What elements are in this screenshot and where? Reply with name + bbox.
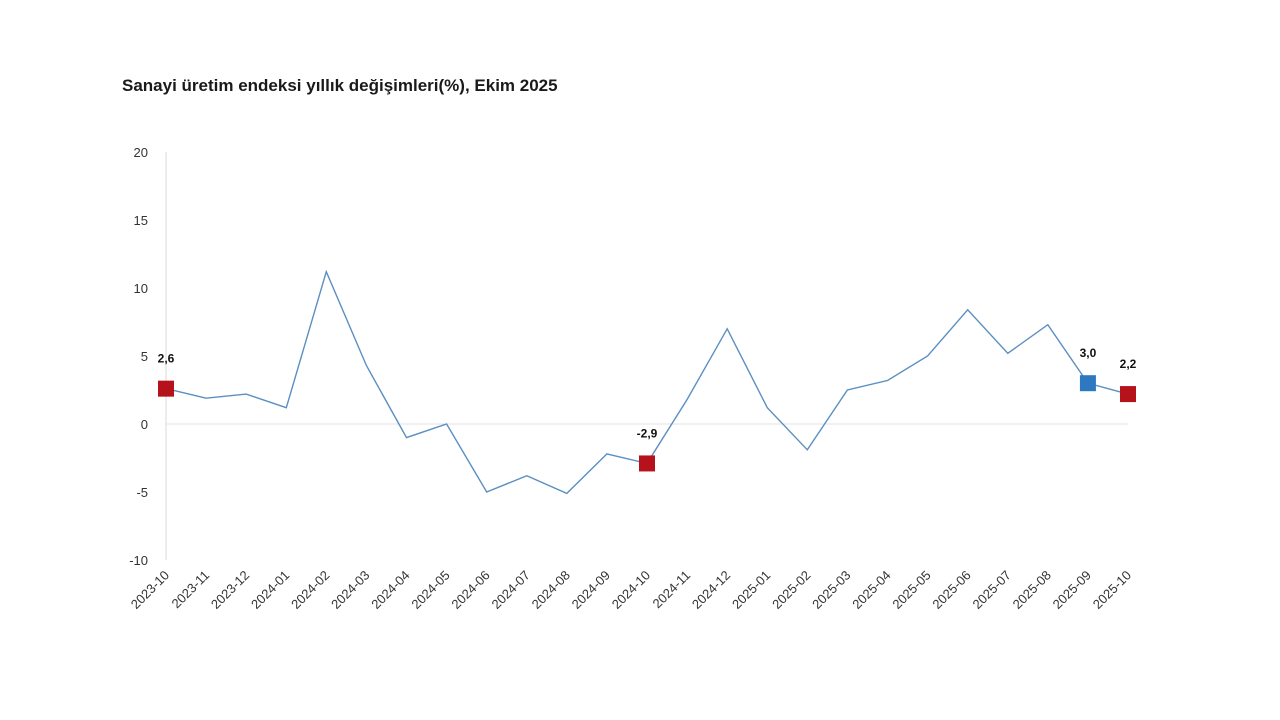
x-tick-label: 2025-08: [1010, 568, 1054, 612]
x-tick-label: 2023-11: [169, 568, 213, 612]
x-tick-label: 2024-08: [529, 568, 573, 612]
x-tick-label: 2024-02: [288, 568, 332, 612]
data-point-marker: [158, 380, 174, 397]
data-point-marker: [1120, 386, 1136, 403]
data-label: 3,0: [1080, 346, 1097, 360]
x-tick-label: 2025-06: [929, 568, 973, 612]
x-tick-label: 2023-10: [128, 568, 172, 612]
x-tick-label: 2024-03: [328, 568, 372, 612]
y-tick-label: -5: [136, 485, 148, 500]
y-tick-label: 15: [134, 213, 148, 228]
y-tick-label: 10: [134, 281, 148, 296]
x-tick-label: 2024-10: [609, 568, 653, 612]
y-tick-label: 20: [134, 145, 148, 160]
x-tick-label: 2024-12: [689, 568, 733, 612]
x-tick-label: 2024-05: [408, 568, 452, 612]
x-tick-label: 2024-09: [569, 568, 613, 612]
x-tick-label: 2024-11: [650, 568, 694, 612]
y-tick-label: 5: [141, 349, 148, 364]
data-label: -2,9: [637, 426, 658, 440]
x-tick-label: 2023-12: [208, 568, 252, 612]
y-tick-label: 0: [141, 417, 148, 432]
x-tick-label: 2024-07: [489, 568, 533, 612]
x-tick-label: 2024-01: [248, 568, 292, 612]
chart-title: Sanayi üretim endeksi yıllık değişimleri…: [122, 76, 558, 95]
x-tick-label: 2025-04: [849, 568, 893, 612]
data-label: 2,6: [158, 352, 175, 366]
x-tick-label: 2025-05: [889, 568, 933, 612]
data-label: 2,2: [1120, 357, 1137, 371]
x-tick-label: 2024-04: [368, 568, 412, 612]
x-tick-label: 2025-01: [729, 568, 773, 612]
x-tick-label: 2025-03: [809, 568, 853, 612]
data-point-marker: [1079, 375, 1096, 392]
data-point-marker: [639, 455, 655, 472]
x-tick-label: 2025-10: [1090, 568, 1134, 612]
x-tick-label: 2025-07: [970, 568, 1014, 612]
y-tick-label: -10: [129, 553, 148, 568]
x-tick-label: 2024-06: [448, 568, 492, 612]
x-tick-label: 2025-02: [769, 568, 813, 612]
x-tick-label: 2025-09: [1050, 568, 1094, 612]
